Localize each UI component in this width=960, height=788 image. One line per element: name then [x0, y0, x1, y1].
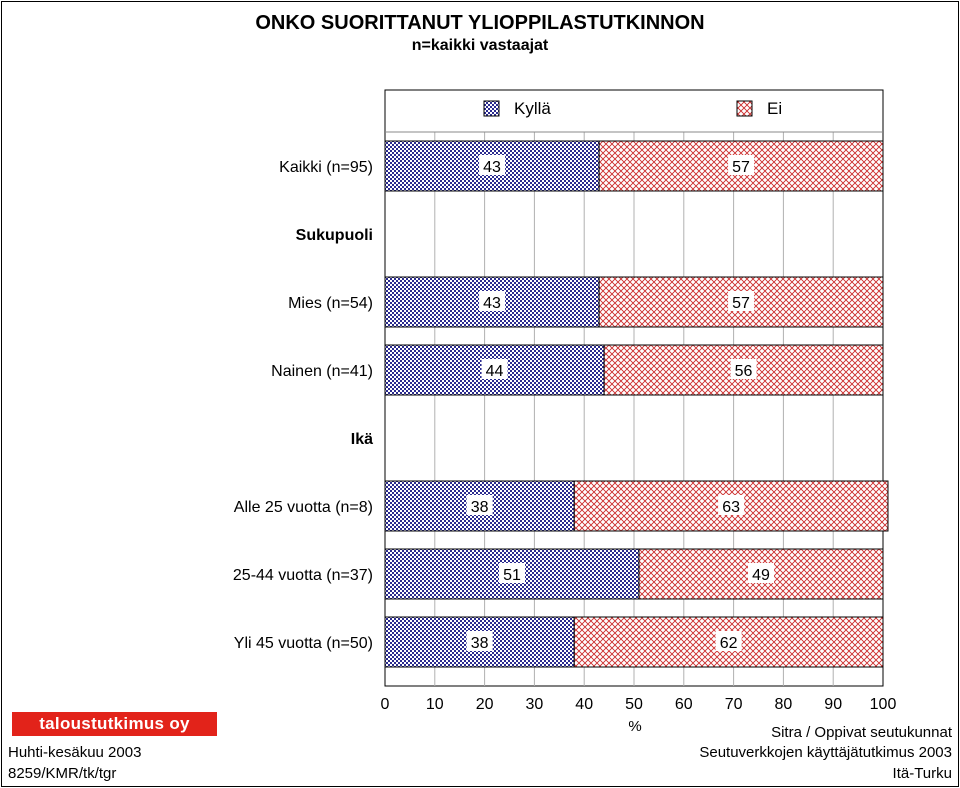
footer-client: Sitra / Oppivat seutukunnat	[771, 724, 952, 741]
legend-swatch-ei	[736, 100, 753, 117]
data-label-bg	[466, 631, 493, 651]
company-logo: taloustutkimus oy	[12, 712, 217, 736]
x-tick-label: 80	[775, 696, 793, 713]
row-labels: Kaikki (n=95) Sukupuoli Mies (n=54) Nainen …	[233, 159, 373, 652]
x-axis-label: %	[628, 718, 642, 735]
data-label-bg	[466, 495, 493, 515]
chart-title: ONKO SUORITTANUT YLIOPPILASTUTKINNON	[255, 12, 705, 34]
legend-label-ei: Ei	[767, 99, 782, 118]
x-tick-label: 30	[526, 696, 544, 713]
data-label: 57	[732, 295, 750, 312]
data-label: 43	[483, 159, 501, 176]
data-label: 43	[483, 295, 501, 312]
chart-subtitle: n=kaikki vastaajat	[411, 37, 549, 54]
data-label: 44	[486, 363, 504, 380]
data-label: 38	[471, 635, 489, 652]
x-tick-label: 60	[675, 696, 693, 713]
x-tick-label: 40	[575, 696, 593, 713]
data-label-bg	[747, 563, 774, 583]
x-tick-label: 10	[426, 696, 444, 713]
x-tick-label: 20	[476, 696, 494, 713]
row-label: Yli 45 vuotta (n=50)	[234, 635, 373, 652]
data-label-bg	[718, 495, 745, 515]
group-header: Sukupuoli	[296, 227, 373, 244]
row-label: Kaikki (n=95)	[279, 159, 373, 176]
x-tick-label: 90	[824, 696, 842, 713]
data-label: 63	[722, 499, 740, 516]
data-label-bg	[479, 291, 506, 311]
footer-study: Seutuverkkojen käyttäjätutkimus 2003	[699, 744, 952, 761]
x-tick-label: 100	[870, 696, 897, 713]
footer-region: Itä-Turku	[892, 765, 952, 782]
bars: 43 57 43 57 44 56 38 63 51 49 38 62	[384, 140, 889, 668]
data-label: 62	[720, 635, 738, 652]
data-label-bg	[479, 155, 506, 175]
data-label: 49	[752, 567, 770, 584]
data-label-bg	[728, 291, 755, 311]
group-header: Ikä	[351, 431, 373, 448]
data-label: 56	[735, 363, 753, 380]
legend-swatch-kylla	[483, 100, 500, 117]
footer-date: Huhti-kesäkuu 2003	[8, 744, 142, 761]
data-label-bg	[481, 359, 508, 379]
data-label-bg	[498, 563, 525, 583]
data-label: 57	[732, 159, 750, 176]
data-label-bg	[730, 359, 757, 379]
legend: Kyllä Ei	[385, 99, 883, 133]
bar-ei	[638, 548, 884, 600]
data-label-bg	[728, 155, 755, 175]
data-label: 38	[471, 499, 489, 516]
footer-code: 8259/KMR/tk/tgr	[8, 765, 117, 782]
row-label: Mies (n=54)	[288, 295, 373, 312]
x-axis-ticks: 0 10 20 30 40 50 60 70 80 90 100	[381, 696, 897, 713]
row-label: Nainen (n=41)	[271, 363, 373, 380]
row-label: Alle 25 vuotta (n=8)	[234, 499, 373, 516]
row-label: 25-44 vuotta (n=37)	[233, 567, 373, 584]
x-tick-label: 0	[381, 696, 390, 713]
x-tick-label: 50	[625, 696, 643, 713]
x-tick-label: 70	[725, 696, 743, 713]
data-label: 51	[503, 567, 521, 584]
data-label-bg	[715, 631, 742, 651]
legend-label-kylla: Kyllä	[514, 99, 551, 118]
